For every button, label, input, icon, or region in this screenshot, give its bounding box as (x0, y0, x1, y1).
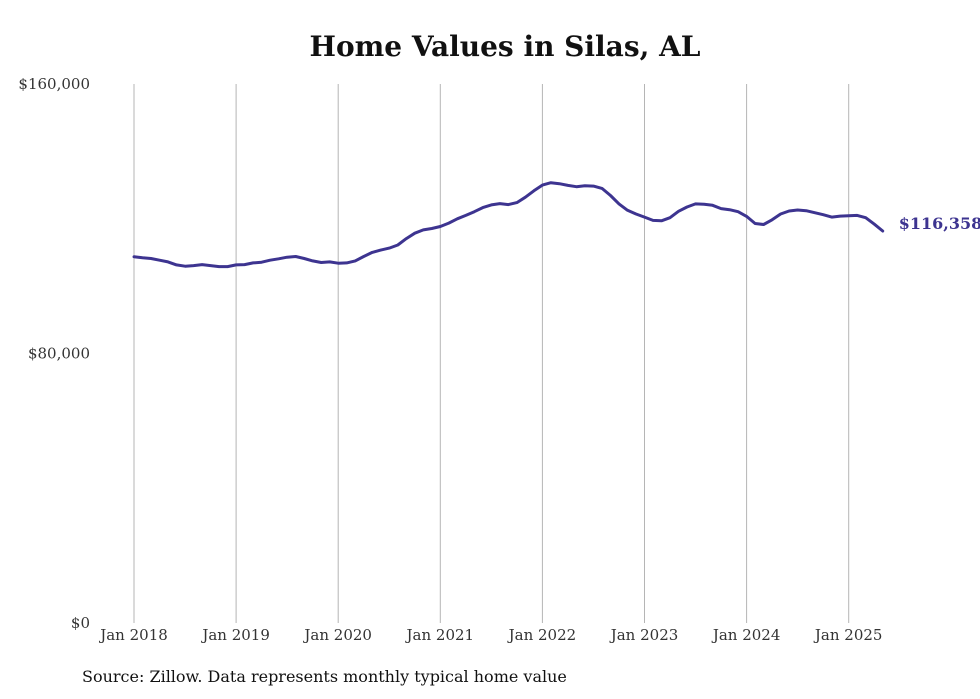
source-note: Source: Zillow. Data represents monthly … (82, 667, 567, 686)
chart-title: Home Values in Silas, AL (309, 30, 701, 63)
series-layer (132, 181, 885, 269)
y-axis-ticks: $0 $80,000 $160,000 (18, 75, 90, 632)
x-tick-label: Jan 2020 (302, 626, 372, 644)
end-value-label: $116,358 (899, 214, 980, 233)
x-tick-label: Jan 2025 (813, 626, 883, 644)
series-line (132, 181, 885, 269)
x-axis-ticks: Jan 2018 Jan 2019 Jan 2020 Jan 2021 Jan 2022… (98, 626, 882, 644)
x-tick-label: Jan 2021 (405, 626, 475, 644)
x-tick-label: Jan 2023 (609, 626, 679, 644)
x-tick-label: Jan 2019 (200, 626, 270, 644)
x-tick-label: Jan 2018 (98, 626, 168, 644)
y-tick-label: $80,000 (28, 345, 90, 363)
x-tick-label: Jan 2022 (507, 626, 577, 644)
y-tick-label: $0 (71, 614, 90, 632)
grid-lines (133, 84, 850, 623)
y-tick-label: $160,000 (18, 75, 90, 93)
x-tick-label: Jan 2024 (711, 626, 781, 644)
